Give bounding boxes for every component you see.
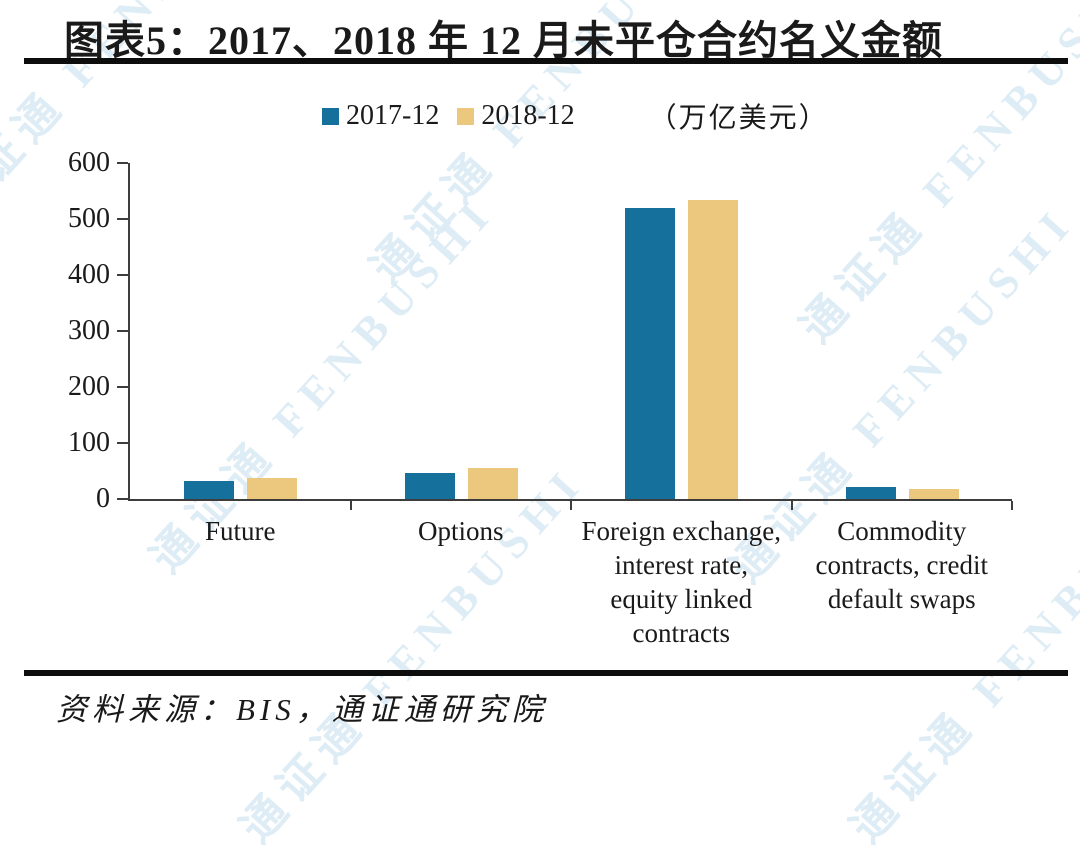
bar-2017-12-foreign-exchange bbox=[625, 207, 676, 499]
y-axis-tick bbox=[117, 498, 128, 500]
y-axis-tick bbox=[117, 386, 128, 388]
bar-2018-12-future bbox=[247, 477, 298, 499]
x-axis-category-label: Options bbox=[417, 516, 504, 546]
legend-swatch-2017-12 bbox=[322, 107, 339, 125]
y-axis-tick bbox=[117, 442, 128, 444]
legend-label-2017-12: 2017-12 bbox=[346, 100, 440, 131]
y-axis-tick bbox=[117, 218, 128, 220]
x-axis-tick bbox=[790, 501, 793, 510]
plot-area: 0 100 200 300 400 500 600 bbox=[68, 148, 1013, 514]
y-axis-tick-label: 100 bbox=[68, 427, 110, 458]
y-axis-tick bbox=[117, 274, 128, 276]
x-axis-tick bbox=[1011, 501, 1013, 510]
y-axis-line bbox=[128, 163, 130, 501]
y-axis-tick bbox=[117, 330, 128, 332]
chart-title: 图表5：2017、2018 年 12 月未平仓合约名义金额 bbox=[64, 18, 943, 63]
legend: 2017-12 2018-12 （万亿美元） bbox=[322, 96, 829, 136]
y-axis-tick-label: 600 bbox=[68, 147, 110, 178]
unit-label: （万亿美元） bbox=[648, 103, 829, 134]
y-axis-tick bbox=[117, 162, 128, 164]
bar-2018-12-options bbox=[467, 468, 518, 499]
title-divider-rule bbox=[24, 58, 1068, 64]
legend-item-2017-12: 2017-12 bbox=[322, 100, 439, 132]
legend-item-2018-12: 2018-12 bbox=[457, 100, 575, 132]
x-axis-line bbox=[128, 499, 1012, 501]
x-axis-category-labels: Future Options Foreign exchange, interest … bbox=[130, 514, 1012, 664]
data-source-note: 资料来源：BIS，通证通研究院 bbox=[56, 692, 548, 727]
x-axis-category-label: Foreign exchange, interest rate, equity … bbox=[581, 516, 781, 648]
y-axis-tick-label: 200 bbox=[68, 371, 110, 402]
bar-2017-12-options bbox=[404, 472, 455, 499]
x-axis-tick bbox=[570, 501, 572, 510]
y-axis-tick-label: 300 bbox=[68, 315, 110, 346]
footer-divider-rule bbox=[24, 670, 1068, 676]
y-axis-tick-label: 500 bbox=[68, 203, 110, 234]
legend-swatch-2018-12 bbox=[457, 107, 475, 125]
bar-2018-12-foreign-exchange bbox=[688, 199, 739, 499]
bar-2017-12-commodity-contracts bbox=[845, 487, 896, 499]
legend-label-2018-12: 2018-12 bbox=[481, 100, 575, 131]
y-axis-tick-label: 0 bbox=[96, 483, 110, 514]
y-axis-tick-label: 400 bbox=[68, 259, 110, 290]
bar-2017-12-future bbox=[184, 480, 235, 499]
bar-2018-12-commodity-contracts bbox=[908, 488, 959, 499]
x-axis-category-label: Commodity contracts, credit default swap… bbox=[815, 516, 988, 614]
x-axis-category-label: Future bbox=[205, 516, 276, 546]
x-axis-tick bbox=[349, 501, 352, 510]
